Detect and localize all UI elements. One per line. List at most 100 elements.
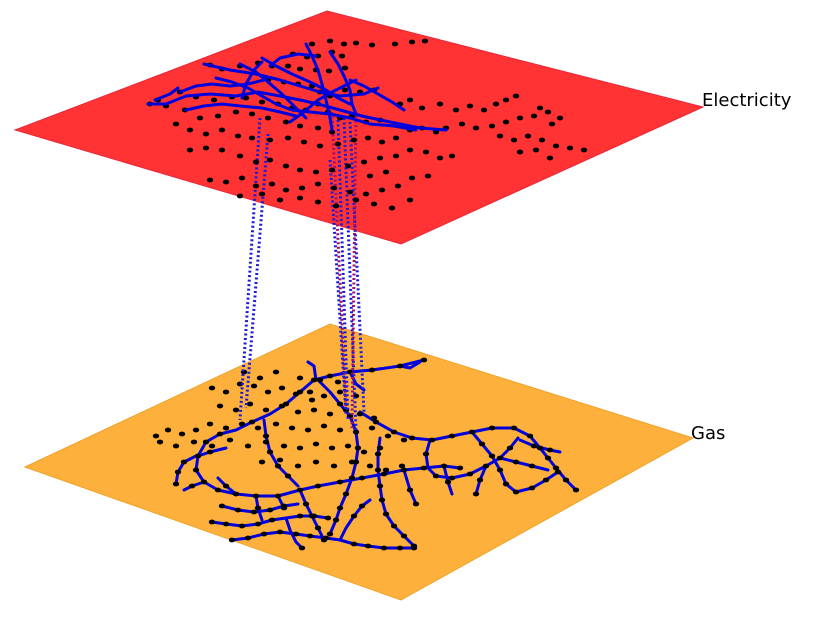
gas-node: [208, 519, 216, 525]
electricity-node: [466, 103, 474, 109]
gas-node: [432, 473, 440, 479]
electricity-node: [214, 113, 222, 119]
gas-node: [382, 511, 390, 517]
electricity-node: [392, 135, 400, 141]
electricity-node: [206, 177, 214, 183]
electricity-node: [325, 68, 333, 74]
electricity-node: [330, 185, 338, 191]
gas-node: [448, 475, 456, 481]
gas-node: [478, 441, 486, 447]
electricity-node: [502, 97, 510, 103]
electricity-node: [536, 105, 544, 111]
gas-node: [420, 357, 428, 363]
gas-edge: [284, 516, 304, 550]
gas-node: [262, 407, 270, 413]
gas-node: [272, 421, 280, 427]
electricity-plane: [13, 10, 705, 245]
electricity-node: [218, 127, 226, 133]
gas-node: [274, 493, 282, 499]
gas-node: [276, 529, 284, 535]
electricity-node: [264, 115, 272, 121]
gas-node: [190, 439, 198, 445]
electricity-node: [266, 137, 274, 143]
gas-node: [310, 377, 318, 383]
gas-node: [374, 451, 382, 457]
gas-node: [314, 525, 322, 531]
gas-node: [322, 535, 330, 541]
electricity-node: [258, 99, 266, 105]
electricity-node: [502, 119, 510, 125]
gas-node: [336, 479, 344, 485]
electricity-node: [300, 139, 308, 145]
gas-node: [344, 443, 352, 449]
gas-node: [496, 467, 504, 473]
gas-node: [232, 491, 240, 497]
electricity-node: [408, 39, 416, 45]
gas-node: [400, 467, 408, 473]
gas-node: [358, 475, 366, 481]
electricity-node: [458, 121, 466, 127]
gas-node: [326, 373, 334, 379]
gas-node: [222, 483, 230, 489]
electricity-node: [218, 147, 226, 153]
gas-node: [254, 521, 262, 527]
gas-node: [542, 477, 550, 483]
electricity-node: [538, 137, 546, 143]
electricity-node: [352, 40, 360, 46]
electricity-node: [362, 191, 370, 197]
gas-node: [298, 545, 306, 551]
electricity-node: [378, 139, 386, 145]
electricity-node: [512, 93, 520, 99]
gas-node: [238, 523, 246, 529]
gas-node: [476, 477, 484, 483]
gas-node: [306, 389, 314, 395]
gas-node: [396, 363, 404, 369]
electricity-node: [298, 185, 306, 191]
gas-node: [324, 515, 332, 521]
gas-node: [296, 375, 304, 381]
electricity-node: [516, 149, 524, 155]
gas-node: [246, 401, 254, 407]
gas-node: [528, 463, 536, 469]
gas-node: [528, 485, 536, 491]
electricity-node: [394, 183, 402, 189]
gas-node: [562, 477, 570, 483]
electricity-node: [360, 159, 368, 165]
gas-node: [352, 429, 360, 435]
electricity-node: [344, 163, 352, 169]
gas-node: [294, 409, 302, 415]
gas-node: [408, 435, 416, 441]
electricity-node: [296, 66, 304, 72]
gas-node: [398, 463, 406, 469]
gas-node: [194, 453, 202, 459]
electricity-node: [341, 65, 349, 71]
electricity-node: [566, 145, 574, 151]
electricity-node: [284, 63, 292, 69]
electricity-layer-label: Electricity: [702, 90, 792, 111]
gas-node: [400, 533, 408, 539]
gas-node: [552, 465, 560, 471]
gas-node: [466, 471, 474, 477]
gas-node: [330, 463, 338, 469]
gas-node: [206, 421, 214, 427]
gas-node: [336, 427, 344, 433]
electricity-node: [334, 141, 342, 147]
electricity-node: [296, 195, 304, 201]
gas-node: [254, 505, 262, 511]
gas-node: [266, 449, 274, 455]
electricity-node: [488, 123, 496, 129]
gas-node: [328, 445, 336, 451]
electricity-node: [352, 197, 360, 203]
electricity-node: [314, 181, 322, 187]
gas-node: [544, 455, 552, 461]
gas-edge: [174, 454, 198, 486]
gas-node: [228, 537, 236, 543]
electricity-node: [548, 121, 556, 127]
gas-node: [208, 443, 216, 449]
electricity-node: [276, 197, 284, 203]
gas-node: [222, 389, 230, 395]
electricity-node: [388, 205, 396, 211]
gas-node: [172, 443, 180, 449]
gas-node: [378, 497, 386, 503]
electricity-node: [308, 41, 316, 47]
